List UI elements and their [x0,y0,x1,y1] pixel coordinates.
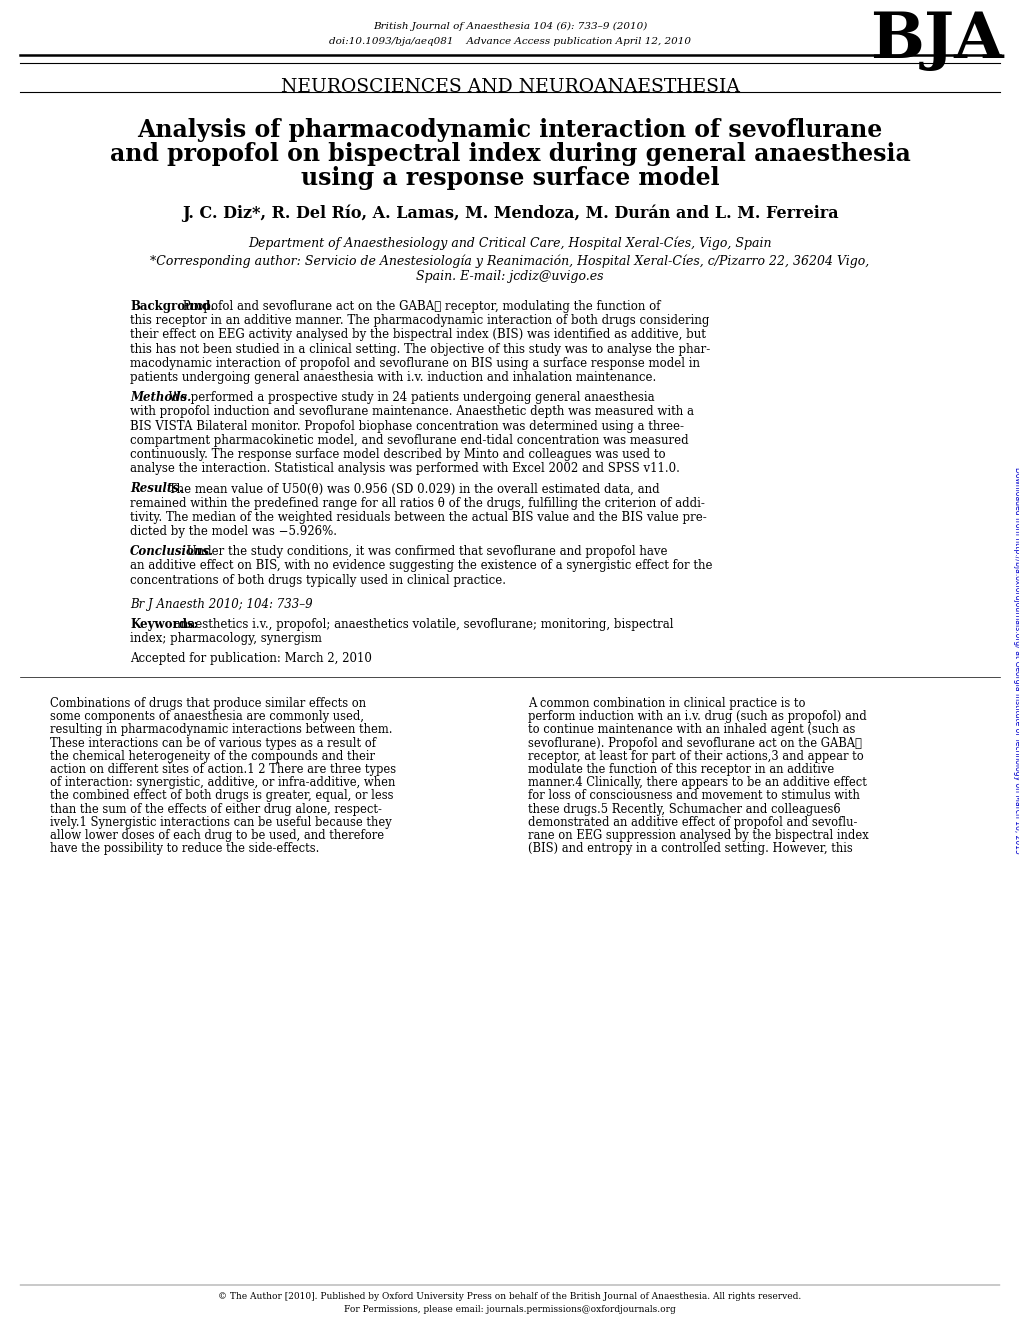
Text: than the sum of the effects of either drug alone, respect-: than the sum of the effects of either dr… [50,803,381,816]
Text: *Corresponding author: Servicio de Anestesiología y Reanimación, Hospital Xeral-: *Corresponding author: Servicio de Anest… [150,254,869,268]
Text: Conclusions.: Conclusions. [129,546,214,559]
Text: the combined effect of both drugs is greater, equal, or less: the combined effect of both drugs is gre… [50,789,393,803]
Text: resulting in pharmacodynamic interactions between them.: resulting in pharmacodynamic interaction… [50,724,392,737]
Text: using a response surface model: using a response surface model [301,166,718,190]
Text: concentrations of both drugs typically used in clinical practice.: concentrations of both drugs typically u… [129,573,505,587]
Text: with propofol induction and sevoflurane maintenance. Anaesthetic depth was measu: with propofol induction and sevoflurane … [129,406,693,418]
Text: Background.: Background. [129,301,214,312]
Text: these drugs.5 Recently, Schumacher and colleagues6: these drugs.5 Recently, Schumacher and c… [528,803,840,816]
Text: to continue maintenance with an inhaled agent (such as: to continue maintenance with an inhaled … [528,724,855,737]
Text: A common combination in clinical practice is to: A common combination in clinical practic… [528,697,805,710]
Text: allow lower doses of each drug to be used, and therefore: allow lower doses of each drug to be use… [50,829,384,842]
Text: of interaction: synergistic, additive, or infra-additive, when: of interaction: synergistic, additive, o… [50,776,395,789]
Text: analyse the interaction. Statistical analysis was performed with Excel 2002 and : analyse the interaction. Statistical ana… [129,463,680,476]
Text: Downloaded from http://bja.oxfordjournals.org/ at Georgia Institute of Technolog: Downloaded from http://bja.oxfordjournal… [1012,467,1019,854]
Text: British Journal of Anaesthesia 104 (6): 733–9 (2010): British Journal of Anaesthesia 104 (6): … [373,22,646,32]
Text: demonstrated an additive effect of propofol and sevoflu-: demonstrated an additive effect of propo… [528,816,857,829]
Text: sevoflurane). Propofol and sevoflurane act on the GABA⨀: sevoflurane). Propofol and sevoflurane a… [528,737,861,750]
Text: index; pharmacology, synergism: index; pharmacology, synergism [129,633,322,645]
Text: Department of Anaesthesiology and Critical Care, Hospital Xeral-Cíes, Vigo, Spai: Department of Anaesthesiology and Critic… [248,236,771,249]
Text: For Permissions, please email: journals.permissions@oxfordjournals.org: For Permissions, please email: journals.… [343,1305,676,1314]
Text: their effect on EEG activity analysed by the bispectral index (BIS) was identifi: their effect on EEG activity analysed by… [129,328,705,341]
Text: Results.: Results. [129,482,182,496]
Text: perform induction with an i.v. drug (such as propofol) and: perform induction with an i.v. drug (suc… [528,710,866,724]
Text: receptor, at least for part of their actions,3 and appear to: receptor, at least for part of their act… [528,750,863,763]
Text: and propofol on bispectral index during general anaesthesia: and propofol on bispectral index during … [109,142,910,166]
Text: NEUROSCIENCES AND NEUROANAESTHESIA: NEUROSCIENCES AND NEUROANAESTHESIA [280,78,739,96]
Text: Keywords:: Keywords: [129,618,198,631]
Text: remained within the predefined range for all ratios θ of the drugs, fulfilling t: remained within the predefined range for… [129,497,704,510]
Text: Methods.: Methods. [129,391,192,405]
Text: an additive effect on BIS, with no evidence suggesting the existence of a synerg: an additive effect on BIS, with no evide… [129,559,712,572]
Text: action on different sites of action.1 2 There are three types: action on different sites of action.1 2 … [50,763,395,776]
Text: Under the study conditions, it was confirmed that sevoflurane and propofol have: Under the study conditions, it was confi… [182,546,666,559]
Text: Accepted for publication: March 2, 2010: Accepted for publication: March 2, 2010 [129,652,372,666]
Text: BJA: BJA [869,11,1003,71]
Text: for loss of consciousness and movement to stimulus with: for loss of consciousness and movement t… [528,789,859,803]
Text: Br J Anaesth 2010; 104: 733–9: Br J Anaesth 2010; 104: 733–9 [129,598,312,610]
Text: The mean value of U50(θ) was 0.956 (SD 0.029) in the overall estimated data, and: The mean value of U50(θ) was 0.956 (SD 0… [165,482,659,496]
Text: the chemical heterogeneity of the compounds and their: the chemical heterogeneity of the compou… [50,750,375,763]
Text: Propofol and sevoflurane act on the GABA⨀ receptor, modulating the function of: Propofol and sevoflurane act on the GABA… [178,301,659,312]
Text: modulate the function of this receptor in an additive: modulate the function of this receptor i… [528,763,834,776]
Text: compartment pharmacokinetic model, and sevoflurane end-tidal concentration was m: compartment pharmacokinetic model, and s… [129,434,688,447]
Text: J. C. Diz*, R. Del Río, A. Lamas, M. Mendoza, M. Durán and L. M. Ferreira: J. C. Diz*, R. Del Río, A. Lamas, M. Men… [181,204,838,221]
Text: BIS VISTA Bilateral monitor. Propofol biophase concentration was determined usin: BIS VISTA Bilateral monitor. Propofol bi… [129,419,684,432]
Text: doi:10.1093/bja/aeq081    Advance Access publication April 12, 2010: doi:10.1093/bja/aeq081 Advance Access pu… [329,37,690,46]
Text: We performed a prospective study in 24 patients undergoing general anaesthesia: We performed a prospective study in 24 p… [165,391,654,405]
Text: ively.1 Synergistic interactions can be useful because they: ively.1 Synergistic interactions can be … [50,816,391,829]
Text: These interactions can be of various types as a result of: These interactions can be of various typ… [50,737,376,750]
Text: © The Author [2010]. Published by Oxford University Press on behalf of the Briti: © The Author [2010]. Published by Oxford… [218,1292,801,1301]
Text: rane on EEG suppression analysed by the bispectral index: rane on EEG suppression analysed by the … [528,829,868,842]
Text: patients undergoing general anaesthesia with i.v. induction and inhalation maint: patients undergoing general anaesthesia … [129,370,655,384]
Text: this receptor in an additive manner. The pharmacodynamic interaction of both dru: this receptor in an additive manner. The… [129,314,708,327]
Text: Combinations of drugs that produce similar effects on: Combinations of drugs that produce simil… [50,697,366,710]
Text: (BIS) and entropy in a controlled setting. However, this: (BIS) and entropy in a controlled settin… [528,842,852,855]
Text: Spain. E-mail: jcdiz@uvigo.es: Spain. E-mail: jcdiz@uvigo.es [416,270,603,283]
Text: macodynamic interaction of propofol and sevoflurane on BIS using a surface respo: macodynamic interaction of propofol and … [129,357,699,370]
Text: tivity. The median of the weighted residuals between the actual BIS value and th: tivity. The median of the weighted resid… [129,511,706,523]
Text: some components of anaesthesia are commonly used,: some components of anaesthesia are commo… [50,710,364,724]
Text: this has not been studied in a clinical setting. The objective of this study was: this has not been studied in a clinical … [129,343,709,356]
Text: continuously. The response surface model described by Minto and colleagues was u: continuously. The response surface model… [129,448,665,461]
Text: manner.4 Clinically, there appears to be an additive effect: manner.4 Clinically, there appears to be… [528,776,866,789]
Text: dicted by the model was −5.926%.: dicted by the model was −5.926%. [129,525,336,538]
Text: have the possibility to reduce the side-effects.: have the possibility to reduce the side-… [50,842,319,855]
Text: anaesthetics i.v., propofol; anaesthetics volatile, sevoflurane; monitoring, bis: anaesthetics i.v., propofol; anaesthetic… [169,618,673,631]
Text: Analysis of pharmacodynamic interaction of sevoflurane: Analysis of pharmacodynamic interaction … [138,119,881,142]
